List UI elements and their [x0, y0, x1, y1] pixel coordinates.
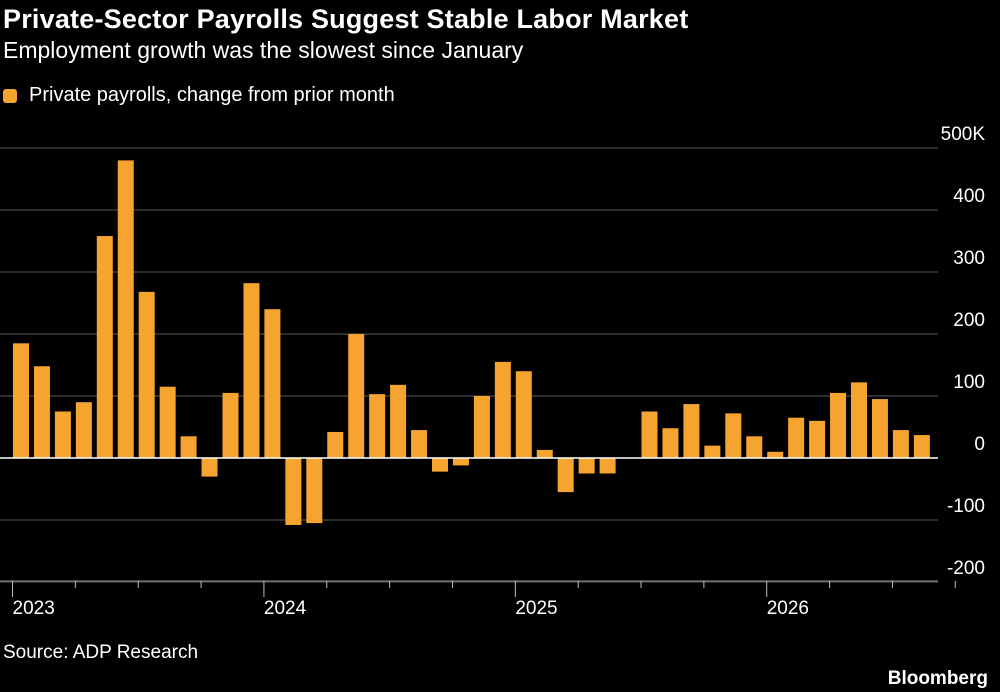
bar: [641, 411, 658, 458]
bar: [809, 420, 826, 458]
y-tick-label: 400: [953, 186, 985, 207]
chart-subtitle: Employment growth was the slowest since …: [3, 37, 524, 63]
bar: [557, 458, 574, 493]
bar: [138, 291, 155, 458]
bar: [222, 392, 239, 458]
bar: [201, 458, 218, 477]
bar: [767, 451, 784, 458]
bar: [180, 436, 197, 458]
y-tick-label: 200: [953, 310, 985, 331]
bar: [662, 428, 679, 458]
y-tick-label: -200: [947, 558, 985, 579]
x-year-label: 2024: [264, 598, 307, 619]
bar: [159, 386, 176, 458]
legend-label: Private payrolls, change from prior mont…: [29, 84, 395, 106]
bar: [75, 402, 92, 458]
x-year-label: 2026: [767, 598, 809, 619]
source-note: Source: ADP Research: [3, 642, 199, 663]
bar: [306, 458, 323, 524]
bar: [452, 458, 469, 466]
y-tick-label: 100: [953, 372, 985, 393]
bar: [725, 413, 742, 458]
bar: [830, 392, 847, 458]
bar: [892, 430, 909, 458]
bar: [369, 394, 386, 458]
bar: [411, 430, 428, 458]
bar: [683, 404, 700, 458]
bar: [54, 411, 71, 458]
bar: [33, 366, 50, 458]
bar: [578, 458, 595, 474]
bar: [494, 361, 511, 458]
y-tick-label: 0: [974, 434, 985, 455]
bar: [536, 449, 553, 458]
bar: [285, 458, 302, 525]
y-tick-label: -100: [947, 496, 985, 517]
y-tick-label: 500K: [941, 124, 986, 145]
bar: [327, 431, 344, 458]
bar: [871, 399, 888, 458]
bar: [348, 334, 365, 458]
bar: [117, 160, 134, 458]
legend: Private payrolls, change from prior mont…: [3, 84, 395, 107]
bar: [851, 382, 867, 458]
y-tick-label: 300: [953, 248, 985, 269]
bar: [96, 236, 113, 458]
bar: [788, 417, 805, 458]
bar: [515, 371, 532, 458]
bar: [13, 343, 29, 458]
chart-title: Private-Sector Payrolls Suggest Stable L…: [3, 4, 689, 34]
bar: [432, 458, 448, 472]
bar: [390, 384, 407, 458]
x-year-label: 2025: [515, 598, 557, 619]
bar: [473, 396, 490, 458]
bar: [264, 309, 281, 458]
bar: [746, 436, 763, 458]
legend-swatch: [3, 88, 17, 103]
bar: [913, 435, 930, 458]
bar: [704, 445, 721, 458]
bar: [599, 458, 616, 474]
bloomberg-logo: Bloomberg: [887, 668, 988, 689]
x-year-label: 2023: [13, 598, 55, 619]
bar: [243, 283, 260, 458]
